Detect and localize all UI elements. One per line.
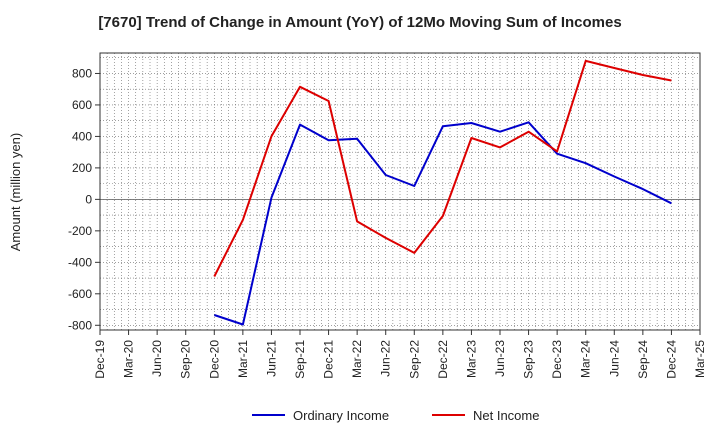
y-tick-label: -200 [68, 224, 92, 238]
y-tick-label: 0 [85, 192, 92, 206]
x-tick-label: Mar-23 [464, 340, 478, 378]
x-tick-label: Mar-24 [579, 340, 593, 378]
series-line-net-income [213, 59, 672, 277]
x-tick-label: Mar-25 [693, 340, 707, 378]
x-tick-label: Dec-20 [207, 340, 221, 379]
x-tick-label: Jun-20 [150, 340, 164, 377]
x-tick-label: Jun-24 [607, 340, 621, 377]
chart-title: [7670] Trend of Change in Amount (YoY) o… [98, 14, 622, 31]
y-axis-label: Amount (million yen) [8, 133, 23, 252]
x-tick-label: Sep-21 [293, 340, 307, 379]
x-tick-label: Mar-22 [350, 340, 364, 378]
y-tick-label: 400 [72, 129, 92, 143]
x-tick-label: Sep-23 [522, 340, 536, 379]
y-tick-label: 800 [72, 66, 92, 80]
x-tick-label: Jun-22 [379, 340, 393, 377]
y-tick-label: -400 [68, 255, 92, 269]
x-tick-label: Dec-19 [93, 340, 107, 379]
y-tick-label: 600 [72, 98, 92, 112]
x-tick-label: Mar-21 [236, 340, 250, 378]
legend-label: Ordinary Income [293, 408, 389, 423]
x-tick-label: Sep-24 [636, 340, 650, 379]
x-tick-label: Jun-21 [264, 340, 278, 377]
x-tick-label: Dec-24 [664, 340, 678, 379]
y-tick-label: -600 [68, 287, 92, 301]
x-tick-label: Sep-22 [407, 340, 421, 379]
y-tick-label: 200 [72, 161, 92, 175]
plot-border [99, 52, 701, 331]
x-tick-label: Dec-21 [322, 340, 336, 379]
x-tick-label: Dec-23 [550, 340, 564, 379]
x-tick-label: Sep-20 [179, 340, 193, 379]
series-line-ordinary-income [213, 121, 672, 326]
legend-label: Net Income [473, 408, 539, 423]
y-tick-label: -800 [68, 318, 92, 332]
x-tick-label: Dec-22 [436, 340, 450, 379]
x-tick-label: Mar-20 [122, 340, 136, 378]
x-tick-label: Jun-23 [493, 340, 507, 377]
